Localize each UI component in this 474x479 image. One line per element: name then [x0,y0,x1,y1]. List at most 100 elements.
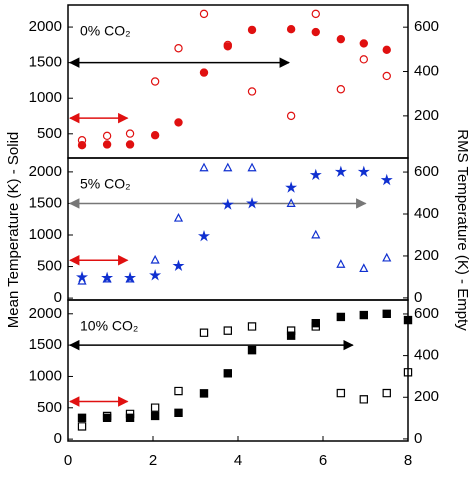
data-point [199,9,209,19]
data-point [223,40,233,50]
y2-axis-label: RMS Temperature (K) - Empty [454,129,471,331]
data-point [309,168,322,181]
y-tick-label: 0 [54,289,62,306]
data-point [285,181,298,193]
data-point [403,368,413,377]
y-tick-label: 2000 [29,305,62,322]
data-point [336,312,346,322]
data-point [102,411,112,421]
x-tick-label: 0 [64,452,72,469]
data-point [223,369,232,378]
y-axis-label: Mean Temperature (K) - Solid [5,132,22,328]
data-point [382,45,391,55]
data-point [382,252,392,262]
y-tick-label: 1500 [29,336,62,353]
y2-tick-label: 200 [414,107,439,124]
data-point [311,27,320,37]
data-point [359,55,369,64]
x-tick-label: 4 [234,452,242,469]
data-point [359,395,368,404]
data-point [359,39,369,48]
data-point [199,162,209,172]
y-tick-label: 500 [37,258,62,275]
data-point [197,229,211,242]
data-point [150,254,160,264]
data-point [102,273,112,283]
panel-label: 10% CO₂ [80,318,138,334]
data-point [382,309,391,318]
data-point [247,87,257,96]
data-point [102,140,112,149]
y-tick-label: 1000 [29,89,62,106]
x-tick-label: 6 [319,452,327,469]
data-point [199,68,209,77]
data-point [357,165,370,177]
panel-label: 5% CO₂ [80,176,131,192]
data-point [311,9,320,19]
data-point [247,25,257,35]
data-point [221,198,234,210]
y2-tick-label: 400 [414,205,439,222]
data-point [150,403,160,412]
data-point [125,129,135,138]
data-point [102,131,112,141]
data-point [124,271,137,284]
data-point [125,140,135,149]
data-point [174,44,183,53]
y-tick-label: 0 [54,430,62,447]
y-tick-label: 1000 [29,367,62,384]
data-point [150,411,160,421]
data-point [199,328,209,337]
data-point [172,259,185,272]
y-tick-label: 500 [37,125,62,142]
y2-tick-label: 400 [414,347,439,364]
data-point [247,322,257,331]
data-point [246,197,259,209]
data-point [359,310,368,320]
data-point [359,263,369,273]
data-point [382,388,391,398]
y2-tick-label: 200 [414,388,439,405]
data-point [286,198,296,207]
data-point [336,34,346,44]
y2-tick-label: 0 [414,430,422,447]
data-point [336,259,346,268]
data-point [77,413,87,423]
data-point [380,173,393,186]
data-point [223,326,232,335]
data-point [150,77,160,86]
data-point [101,271,114,284]
data-point [311,229,321,239]
y2-tick-label: 600 [414,305,439,322]
data-point [247,162,257,172]
data-point [311,322,320,331]
data-point [173,212,184,222]
data-point [286,111,296,121]
data-point [247,345,257,355]
data-point [334,165,347,177]
data-point [150,131,160,140]
data-point [102,413,112,423]
data-point [77,422,87,431]
data-point [336,85,346,94]
data-point [286,326,296,335]
y-tick-label: 1500 [29,54,62,71]
data-point [286,25,296,34]
y2-tick-label: 600 [414,18,439,35]
data-point [174,408,183,417]
data-point [77,275,87,285]
panel-label: 0% CO₂ [80,23,131,39]
x-tick-label: 8 [404,452,412,469]
data-point [125,273,135,283]
y2-tick-label: 400 [414,62,439,79]
data-point [403,315,413,325]
y-tick-label: 2000 [29,18,62,35]
y-tick-label: 2000 [29,163,62,180]
data-point [382,71,391,81]
data-point [336,388,346,398]
data-point [125,409,135,419]
data-point [77,136,87,145]
y2-tick-label: 0 [414,289,422,306]
y2-tick-label: 600 [414,163,439,180]
